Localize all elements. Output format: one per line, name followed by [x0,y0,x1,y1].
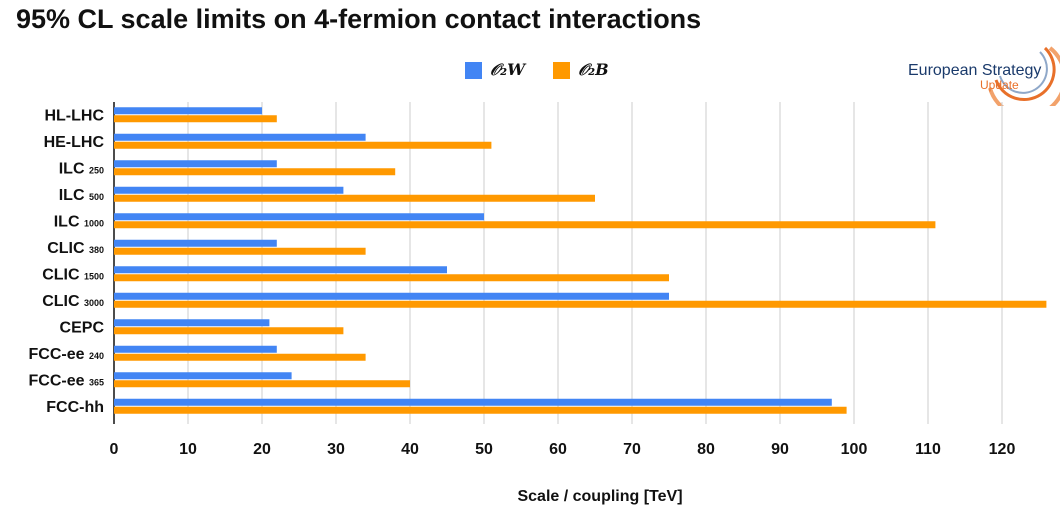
category-label: ILC 1000 [54,213,104,230]
bar-o2w[interactable] [114,266,447,274]
x-tick-label: 30 [327,441,345,458]
bar-o2b[interactable] [114,380,410,388]
logo-text-sub: Update [980,78,1019,92]
chart-title: 95% CL scale limits on 4-fermion contact… [16,4,702,34]
category-label: FCC-ee 240 [29,346,105,363]
bar-o2w[interactable] [114,213,484,221]
bar-o2w[interactable] [114,107,262,115]
legend-label-o2w: 𝒪₂W [490,60,526,79]
legend: 𝒪₂W 𝒪₂B [465,60,609,80]
legend-label-o2b: 𝒪₂B [578,60,609,79]
bar-o2w[interactable] [114,372,292,380]
bar-o2b[interactable] [114,327,344,335]
bar-o2w[interactable] [114,239,277,247]
bar-o2b[interactable] [114,115,277,123]
x-axis-label: Scale / coupling [TeV] [517,488,683,505]
category-label: FCC-ee 365 [29,372,105,389]
european-strategy-logo: European Strategy Update [900,18,1060,106]
bar-o2b[interactable] [114,194,595,202]
bar-o2w[interactable] [114,319,270,327]
category-label: HL-LHC [44,107,104,124]
logo-text-main: European Strategy [908,62,1042,79]
logo-arc-icon [988,46,1060,106]
bar-o2w[interactable] [114,186,344,194]
category-label: CLIC 3000 [42,293,104,310]
bar-o2b[interactable] [114,221,936,229]
bar-o2b[interactable] [114,247,366,255]
category-label: ILC 250 [59,160,104,177]
bar-o2w[interactable] [114,292,669,300]
x-tick-label: 100 [841,441,868,458]
category-label: CLIC 380 [47,240,104,257]
x-tick-label: 80 [697,441,715,458]
bar-o2w[interactable] [114,133,366,141]
legend-item-o2b[interactable]: 𝒪₂B [553,60,609,80]
x-tick-label: 50 [475,441,493,458]
legend-swatch-o2w [465,61,482,79]
bar-o2b[interactable] [114,353,366,361]
x-tick-label: 90 [771,441,789,458]
bar-o2b[interactable] [114,274,669,282]
x-tick-label: 20 [253,441,271,458]
x-tick-label: 110 [915,441,941,458]
x-tick-label: 70 [623,441,641,458]
category-label: FCC-hh [46,399,104,416]
legend-swatch-o2b [553,61,571,79]
bar-o2b[interactable] [114,406,847,414]
bar-o2w[interactable] [114,160,277,168]
bar-o2w[interactable] [114,345,277,353]
category-label: ILC 500 [59,187,104,204]
bar-o2b[interactable] [114,168,396,176]
x-tick-label: 0 [110,441,119,458]
category-label: HE-LHC [44,134,105,151]
category-label: CLIC 1500 [42,266,104,283]
x-tick-label: 10 [179,441,197,458]
bar-o2b[interactable] [114,141,492,149]
bar-o2b[interactable] [114,300,1047,308]
category-label: CEPC [60,319,105,336]
bar-o2w[interactable] [114,398,832,406]
x-tick-label: 40 [401,441,419,458]
x-tick-label: 120 [989,441,1016,458]
x-tick-label: 60 [549,441,567,458]
legend-item-o2w[interactable]: 𝒪₂W [465,60,525,80]
